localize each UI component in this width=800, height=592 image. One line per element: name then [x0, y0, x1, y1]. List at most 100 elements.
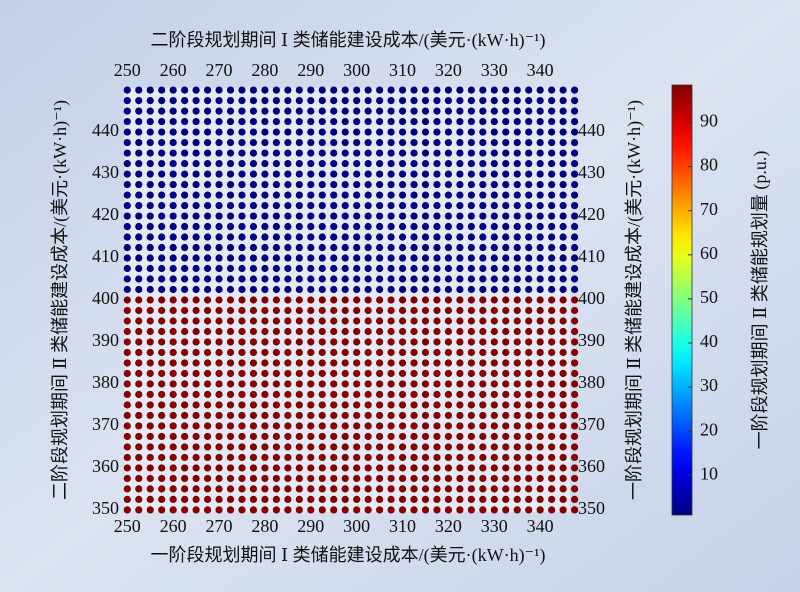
point	[433, 369, 441, 378]
point	[284, 474, 292, 483]
point	[536, 254, 544, 262]
point	[456, 86, 464, 94]
point	[467, 369, 475, 378]
point	[341, 128, 349, 136]
point	[387, 422, 395, 430]
point	[490, 474, 498, 483]
point	[284, 96, 292, 105]
point	[398, 96, 407, 105]
point	[536, 222, 544, 231]
point	[341, 138, 349, 147]
point	[559, 380, 567, 388]
point	[135, 317, 143, 325]
point	[123, 117, 131, 126]
point	[318, 422, 326, 430]
point	[146, 327, 154, 336]
point	[330, 243, 338, 252]
point	[467, 348, 475, 357]
point	[502, 327, 510, 336]
point	[353, 96, 361, 105]
point	[341, 306, 349, 315]
point	[548, 401, 556, 409]
point	[238, 243, 246, 252]
point	[169, 495, 177, 504]
point	[135, 222, 143, 231]
point	[284, 149, 292, 157]
point	[433, 443, 441, 451]
point	[479, 380, 487, 388]
point	[490, 180, 498, 189]
point	[123, 453, 131, 462]
point	[376, 159, 384, 168]
point	[433, 464, 441, 472]
point	[513, 128, 521, 136]
point	[307, 296, 315, 304]
point	[249, 485, 258, 493]
point	[135, 390, 143, 399]
point	[364, 233, 372, 241]
point	[502, 201, 510, 210]
point	[203, 464, 212, 472]
point	[261, 285, 269, 294]
point	[158, 390, 166, 399]
point	[421, 432, 430, 441]
point	[238, 411, 246, 420]
point	[158, 201, 166, 210]
point	[249, 117, 258, 126]
top-x-tick-label: 300	[343, 60, 370, 80]
point	[192, 180, 200, 189]
point	[559, 285, 567, 294]
point	[421, 86, 430, 94]
point	[502, 191, 510, 199]
point	[272, 411, 280, 420]
point	[203, 285, 212, 294]
point	[146, 212, 154, 220]
point	[169, 506, 177, 514]
point	[444, 191, 453, 199]
point	[272, 506, 280, 514]
point	[215, 212, 223, 220]
point	[158, 243, 166, 252]
point	[376, 149, 384, 157]
point	[192, 86, 200, 94]
point	[181, 159, 189, 168]
point	[146, 222, 154, 231]
point	[502, 390, 510, 399]
point	[123, 327, 131, 336]
point	[146, 390, 154, 399]
point	[158, 453, 166, 462]
point	[467, 138, 475, 147]
point	[284, 411, 292, 420]
point	[318, 191, 326, 199]
point	[559, 149, 567, 157]
point	[330, 117, 338, 126]
point	[318, 180, 326, 189]
point	[525, 432, 533, 441]
point	[146, 380, 154, 388]
point	[181, 180, 189, 189]
point	[387, 264, 395, 273]
point	[559, 117, 567, 126]
point	[192, 96, 200, 105]
point	[238, 138, 246, 147]
point	[444, 485, 453, 493]
point	[410, 464, 418, 472]
point	[318, 338, 326, 346]
point	[467, 243, 475, 252]
point	[226, 96, 235, 105]
point	[226, 128, 235, 136]
point	[226, 380, 235, 388]
point	[295, 348, 303, 357]
point	[513, 107, 521, 115]
point	[353, 138, 361, 147]
point	[421, 264, 430, 273]
point	[456, 296, 464, 304]
point	[215, 96, 223, 105]
point	[387, 359, 395, 367]
point	[479, 86, 487, 94]
point	[559, 422, 567, 430]
point	[467, 443, 475, 451]
point	[559, 464, 567, 472]
point	[353, 411, 361, 420]
point	[421, 233, 430, 241]
